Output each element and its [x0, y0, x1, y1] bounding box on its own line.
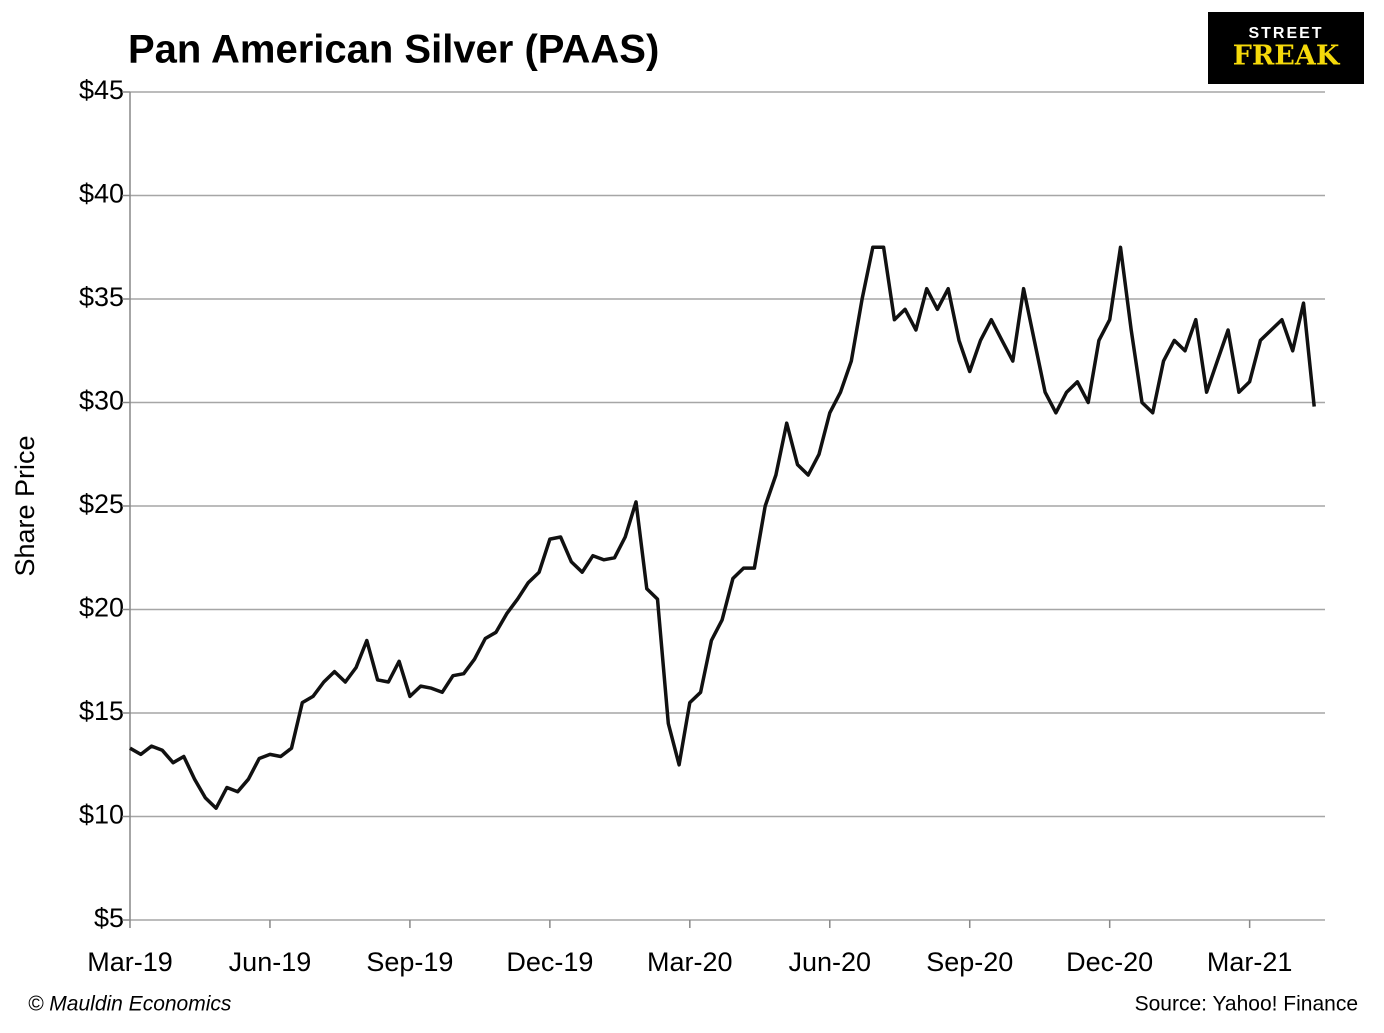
logo-box: [1208, 12, 1364, 84]
y-tick-label: $15: [79, 696, 124, 726]
y-axis-label: Share Price: [10, 435, 40, 576]
logo-top: STREET: [1248, 25, 1323, 42]
y-tick-label: $10: [79, 800, 124, 830]
x-tick-label: Sep-19: [366, 947, 453, 977]
x-tick-label: Dec-20: [1066, 947, 1153, 977]
y-tick-label: $5: [94, 903, 124, 933]
x-tick-label: Jun-19: [229, 947, 312, 977]
y-tick-label: $35: [79, 282, 124, 312]
x-tick-label: Mar-21: [1207, 947, 1293, 977]
chart-title: Pan American Silver (PAAS): [128, 28, 659, 72]
price-line: [129, 245, 1316, 810]
x-tick-label: Sep-20: [926, 947, 1013, 977]
y-tick-label: $20: [79, 593, 124, 623]
y-tick-label: $25: [79, 489, 124, 519]
y-tick-label: $40: [79, 179, 124, 209]
x-tick-label: Mar-19: [87, 947, 173, 977]
y-tick-label: $45: [79, 75, 124, 105]
logo-bottom: FREAK: [1233, 41, 1341, 72]
footer-left: © Mauldin Economics: [28, 993, 232, 1016]
y-tick-label: $30: [79, 386, 124, 416]
x-tick-label: Mar-20: [647, 947, 733, 977]
footer-right: Source: Yahoo! Finance: [1135, 993, 1358, 1016]
x-tick-label: Dec-19: [506, 947, 593, 977]
x-tick-label: Jun-20: [788, 947, 871, 977]
